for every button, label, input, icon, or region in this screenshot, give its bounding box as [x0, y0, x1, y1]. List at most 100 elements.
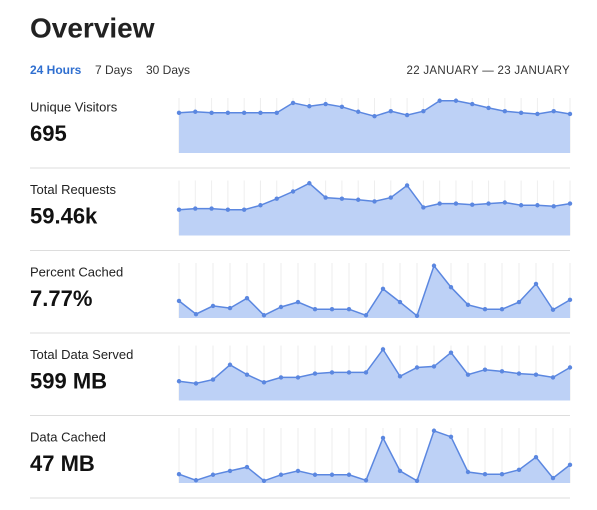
- spark-point: [312, 472, 318, 477]
- spark-point: [295, 299, 301, 305]
- metric-value: 47 MB: [30, 451, 95, 476]
- spark-point: [482, 472, 488, 477]
- spark-point: [397, 374, 403, 379]
- spark-point: [363, 370, 369, 375]
- spark-point: [193, 478, 199, 483]
- spark-point: [278, 472, 284, 477]
- tab[interactable]: 24 Hours: [30, 63, 82, 77]
- spark-point: [176, 110, 182, 116]
- spark-point: [453, 98, 459, 103]
- spark-point: [431, 263, 437, 268]
- spark-point: [329, 307, 335, 312]
- spark-point: [261, 313, 267, 318]
- spark-point: [329, 472, 335, 477]
- spark-point: [346, 472, 352, 477]
- spark-point: [421, 109, 426, 114]
- spark-point: [363, 313, 369, 318]
- spark-point: [323, 101, 328, 107]
- spark-point: [295, 468, 301, 474]
- spark-point: [533, 372, 539, 377]
- spark-point: [372, 199, 377, 204]
- spark-point: [533, 454, 539, 460]
- spark-point: [312, 307, 318, 312]
- metric-label: Data Cached: [30, 429, 106, 444]
- spark-area: [179, 430, 570, 483]
- spark-point: [518, 110, 524, 116]
- spark-point: [356, 109, 361, 114]
- spark-point: [372, 113, 377, 119]
- spark-point: [176, 472, 182, 477]
- tab[interactable]: 7 Days: [95, 63, 132, 77]
- spark-point: [225, 110, 231, 116]
- spark-point: [470, 202, 475, 207]
- spark-point: [225, 207, 231, 212]
- spark-point: [388, 195, 393, 200]
- spark-point: [567, 462, 573, 468]
- spark-point: [227, 468, 233, 474]
- tab[interactable]: 30 Days: [146, 63, 190, 77]
- spark-point: [176, 207, 182, 212]
- spark-point: [380, 435, 386, 441]
- spark-point: [209, 206, 214, 211]
- spark-point: [550, 475, 556, 481]
- spark-point: [339, 104, 345, 110]
- spark-point: [453, 201, 459, 206]
- spark-line: [178, 429, 571, 482]
- spark-point: [258, 110, 263, 116]
- spark-point: [339, 196, 345, 201]
- spark-point: [486, 105, 491, 111]
- spark-line: [178, 348, 571, 385]
- spark-point: [397, 468, 403, 474]
- date-range: 22 JANUARY — 23 JANUARY: [407, 65, 571, 77]
- spark-point: [329, 370, 335, 375]
- spark-point: [550, 307, 556, 312]
- spark-point: [397, 299, 403, 305]
- spark-point: [404, 112, 410, 118]
- spark-point: [551, 109, 556, 114]
- spark-point: [482, 367, 488, 372]
- spark-point: [290, 189, 296, 194]
- spark-point: [210, 377, 216, 382]
- spark-point: [499, 307, 505, 312]
- spark-point: [274, 196, 279, 201]
- spark-point: [567, 201, 573, 206]
- spark-point: [499, 369, 505, 374]
- spark-point: [210, 472, 216, 477]
- spark-point: [482, 307, 488, 312]
- spark-point: [227, 305, 233, 311]
- spark-point: [414, 365, 420, 370]
- spark-point: [414, 313, 420, 318]
- spark-point: [448, 285, 454, 290]
- spark-area: [179, 183, 570, 236]
- spark-point: [274, 110, 279, 116]
- spark-point: [516, 467, 522, 472]
- spark-point: [193, 109, 198, 114]
- spark-point: [210, 303, 216, 309]
- spark-point: [356, 197, 361, 202]
- spark-point: [465, 302, 471, 307]
- spark-point: [535, 203, 540, 208]
- metric-label: Unique Visitors: [30, 99, 118, 114]
- spark-point: [312, 371, 318, 376]
- spark-point: [535, 111, 540, 117]
- spark-point: [258, 203, 263, 208]
- spark-point: [551, 204, 556, 209]
- spark-point: [193, 311, 199, 317]
- spark-point: [470, 101, 475, 107]
- metric-label: Percent Cached: [30, 264, 123, 279]
- spark-point: [448, 434, 454, 439]
- spark-point: [193, 206, 198, 211]
- spark-point: [176, 379, 182, 384]
- spark-point: [567, 111, 573, 117]
- spark-point: [193, 381, 199, 386]
- spark-point: [241, 207, 247, 212]
- spark-point: [307, 181, 312, 186]
- spark-point: [295, 375, 301, 380]
- spark-point: [346, 307, 352, 312]
- spark-point: [437, 98, 442, 103]
- spark-point: [241, 110, 247, 116]
- spark-point: [307, 104, 312, 109]
- metric-label: Total Data Served: [30, 347, 133, 362]
- spark-point: [227, 362, 233, 367]
- spark-point: [404, 183, 410, 188]
